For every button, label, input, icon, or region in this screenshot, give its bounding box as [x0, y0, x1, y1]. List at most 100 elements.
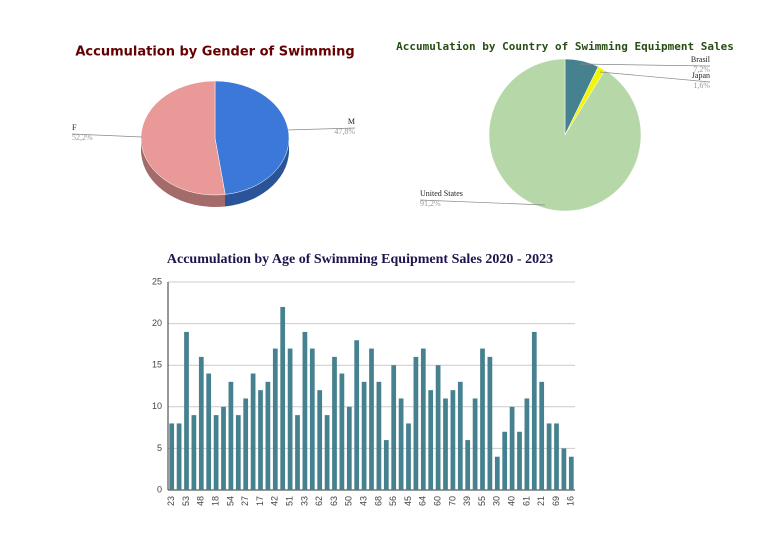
data-label: 47,8% [334, 127, 355, 136]
bar [568, 456, 574, 490]
leader-line [419, 199, 546, 206]
y-tick-label: 5 [157, 443, 162, 453]
x-tick-label: 69 [551, 496, 561, 506]
x-tick-label: 30 [492, 496, 502, 506]
leader-line [71, 133, 143, 138]
bar [206, 373, 212, 490]
pie-slice [214, 80, 290, 195]
legend-label: United States [420, 189, 463, 198]
legend-label: Japan [692, 71, 710, 80]
pie-slice [488, 58, 642, 212]
bar [346, 406, 352, 490]
bar [398, 398, 404, 490]
bar [524, 398, 530, 490]
bar [546, 423, 552, 490]
x-tick-label: 64 [418, 496, 428, 506]
y-tick-label: 0 [157, 484, 162, 494]
bar [465, 440, 471, 490]
x-tick-label: 63 [329, 496, 339, 506]
bar [480, 348, 485, 490]
legend-label: Brasil [691, 55, 711, 64]
legend-label: F [72, 123, 77, 132]
x-tick-label: 42 [270, 496, 280, 506]
bar [191, 415, 197, 490]
x-tick-label: 54 [225, 496, 235, 506]
bar [554, 423, 559, 490]
x-tick-label: 18 [210, 496, 220, 506]
bar [309, 348, 315, 490]
bar [169, 423, 175, 490]
data-label: 7,2% [693, 65, 710, 74]
bar [420, 348, 426, 490]
bar [184, 331, 189, 490]
x-tick-label: 21 [536, 496, 546, 506]
bar [361, 381, 367, 490]
bar [509, 406, 515, 490]
data-label: 91,2% [420, 199, 441, 208]
x-tick-label: 40 [506, 496, 516, 506]
bar [287, 348, 293, 490]
y-tick-label: 10 [152, 401, 162, 411]
bar [413, 356, 419, 490]
bar [428, 390, 434, 490]
x-tick-label: 70 [447, 496, 457, 506]
bar [406, 423, 411, 490]
bar [539, 381, 545, 490]
y-tick-label: 20 [152, 318, 162, 328]
bar [280, 306, 286, 490]
bar [435, 365, 441, 490]
bar [339, 373, 345, 490]
bar [531, 331, 537, 490]
bar [295, 415, 300, 490]
leader-line [579, 63, 711, 67]
bar [235, 415, 241, 490]
x-tick-label: 45 [403, 496, 413, 506]
data-label: 1,6% [693, 81, 710, 90]
x-tick-label: 17 [255, 496, 265, 506]
bar [487, 356, 493, 490]
bar [517, 431, 522, 490]
bar [250, 373, 256, 490]
bar [198, 356, 204, 490]
bar [302, 331, 308, 490]
x-tick-label: 56 [388, 496, 398, 506]
bar [354, 340, 360, 490]
leader-line [286, 127, 356, 131]
x-tick-label: 62 [314, 496, 324, 506]
x-tick-label: 53 [181, 496, 191, 506]
bar [228, 381, 234, 490]
bar [221, 406, 226, 490]
data-label: 52,2% [72, 133, 93, 142]
x-tick-label: 48 [196, 496, 206, 506]
pie-slice [140, 80, 226, 196]
y-tick-label: 15 [152, 360, 162, 370]
bar [450, 390, 456, 490]
leader-line [599, 71, 711, 83]
chart-title: Accumulation by Age of Swimming Equipmen… [167, 252, 553, 267]
bar [561, 448, 567, 490]
legend-label: M [348, 117, 355, 126]
bar [258, 390, 263, 490]
bar [494, 456, 500, 490]
x-tick-label: 39 [462, 496, 472, 506]
x-tick-label: 61 [521, 496, 531, 506]
bar [332, 356, 337, 490]
bar [443, 398, 448, 490]
chart-title: Accumulation by Gender of Swimming [75, 45, 354, 60]
bar [317, 390, 323, 490]
x-tick-label: 23 [166, 496, 176, 506]
x-tick-label: 60 [432, 496, 442, 506]
bar [376, 381, 382, 490]
bar [324, 415, 330, 490]
x-tick-label: 51 [284, 496, 294, 506]
bar [213, 415, 219, 490]
bar [391, 365, 397, 490]
bar [265, 381, 271, 490]
x-tick-label: 50 [344, 496, 354, 506]
bar [272, 348, 278, 490]
x-tick-label: 27 [240, 496, 250, 506]
bar [502, 431, 508, 490]
x-tick-label: 43 [358, 496, 368, 506]
bar [457, 381, 463, 490]
